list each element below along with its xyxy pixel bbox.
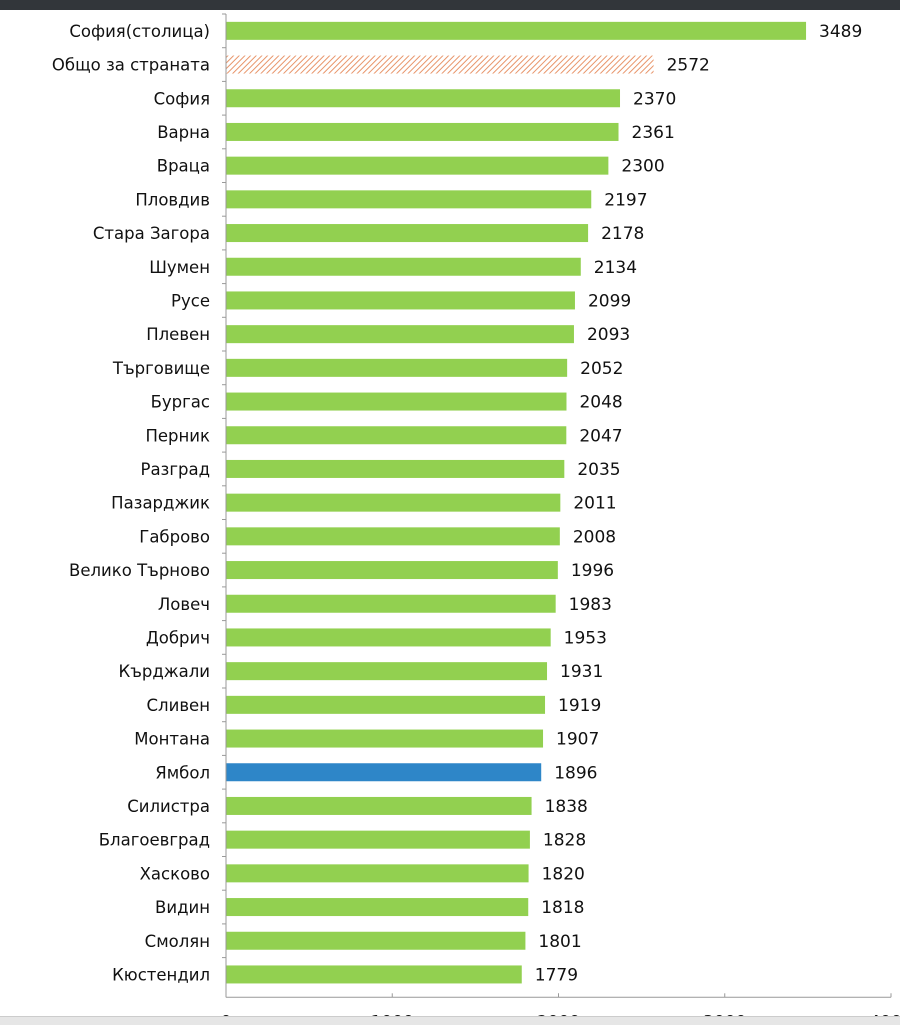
bar — [226, 931, 526, 950]
value-label: 2008 — [573, 527, 616, 547]
value-label: 2300 — [621, 157, 664, 177]
category-label: Благоевград — [99, 831, 210, 850]
category-label: Ловеч — [158, 595, 210, 614]
category-label: Пазарджик — [111, 494, 210, 513]
bar — [226, 527, 560, 546]
value-label: 2048 — [579, 393, 622, 413]
bar — [226, 898, 529, 917]
category-label: Габрово — [139, 527, 210, 546]
bar — [226, 662, 548, 681]
category-label: Стара Загора — [93, 224, 210, 243]
window-top-bar — [0, 0, 900, 10]
category-label: Пловдив — [135, 190, 210, 209]
category-label: Добрич — [146, 628, 210, 647]
category-label: Общо за страната — [52, 56, 210, 75]
category-label: Търговище — [112, 359, 210, 378]
value-label: 3489 — [819, 22, 862, 42]
value-label: 2134 — [594, 258, 637, 278]
category-label: Хасково — [140, 864, 210, 883]
bar — [226, 830, 530, 849]
bar — [226, 628, 551, 647]
category-label: София — [154, 89, 210, 108]
bar — [226, 156, 609, 175]
value-label: 1931 — [560, 662, 603, 682]
value-label: 2572 — [667, 56, 710, 76]
value-label: 2178 — [601, 224, 644, 244]
bar — [226, 55, 654, 74]
value-label: 1820 — [542, 864, 585, 884]
value-label: 1801 — [538, 932, 581, 952]
value-label: 2011 — [573, 494, 616, 514]
bar — [226, 864, 529, 883]
category-label: Шумен — [149, 258, 210, 277]
category-label: Варна — [157, 123, 210, 142]
category-label: Перник — [145, 426, 210, 445]
bar — [226, 392, 567, 411]
value-label: 2052 — [580, 359, 623, 379]
category-label: Плевен — [146, 325, 210, 344]
value-label: 1907 — [556, 730, 599, 750]
bar — [226, 257, 581, 276]
value-label: 2197 — [604, 190, 647, 210]
bar — [226, 426, 567, 445]
bar — [226, 358, 568, 377]
window-bottom-bar — [0, 1016, 900, 1025]
bar — [226, 796, 532, 815]
category-label: Сливен — [147, 696, 210, 715]
category-label: Кюстендил — [112, 965, 210, 984]
value-label: 2047 — [579, 426, 622, 446]
bar — [226, 21, 807, 40]
value-label: 2370 — [633, 89, 676, 109]
category-label: Видин — [155, 898, 210, 917]
category-label: Силистра — [127, 797, 210, 816]
category-label: Велико Търново — [69, 561, 210, 580]
bar — [226, 89, 621, 108]
value-label: 1838 — [545, 797, 588, 817]
category-label: Ямбол — [155, 763, 210, 782]
category-label: София(столица) — [69, 22, 210, 41]
bar — [226, 695, 546, 714]
value-label: 2093 — [587, 325, 630, 345]
bar — [226, 493, 561, 512]
value-label: 1953 — [564, 628, 607, 648]
bar — [226, 459, 565, 478]
bar — [226, 190, 592, 209]
category-label: Русе — [171, 291, 210, 310]
bar — [226, 965, 522, 984]
value-label: 1983 — [569, 595, 612, 615]
bar — [226, 325, 574, 344]
value-label: 1828 — [543, 831, 586, 851]
bar — [226, 561, 558, 580]
value-label: 1896 — [554, 763, 597, 783]
category-label: Бургас — [151, 393, 210, 412]
category-label: Кърджали — [119, 662, 211, 681]
category-label: Смолян — [145, 932, 210, 951]
bar — [226, 291, 575, 310]
bar — [226, 122, 619, 141]
category-label: Разград — [141, 460, 211, 479]
value-label: 2099 — [588, 291, 631, 311]
category-label: Враца — [157, 157, 210, 176]
bar — [226, 729, 544, 748]
value-label: 2361 — [632, 123, 675, 143]
category-label: Монтана — [134, 730, 210, 749]
bar — [226, 763, 542, 782]
value-label: 1996 — [571, 561, 614, 581]
bar — [226, 224, 589, 243]
value-label: 1919 — [558, 696, 601, 716]
value-label: 1818 — [541, 898, 584, 918]
bar — [226, 594, 556, 613]
value-label: 2035 — [577, 460, 620, 480]
value-label: 1779 — [535, 965, 578, 985]
